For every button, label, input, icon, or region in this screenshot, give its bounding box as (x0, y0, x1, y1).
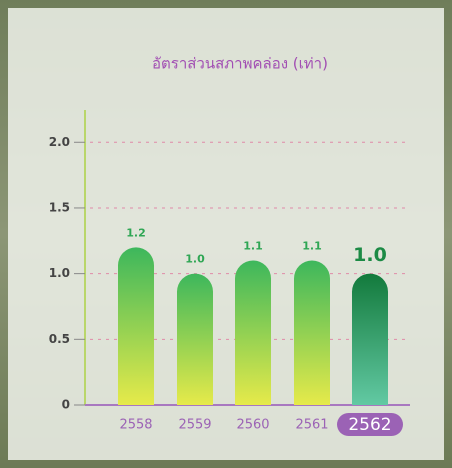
y-tick-label: 2.0 (49, 135, 70, 149)
bar (352, 274, 388, 405)
x-tick-label: 2562 (348, 415, 391, 435)
bar (235, 261, 271, 406)
x-tick-label: 2561 (295, 418, 328, 433)
bar (294, 261, 330, 406)
y-tick-label: 0.5 (49, 332, 70, 346)
y-tick-label: 1.5 (49, 200, 70, 214)
value-label: 1.0 (185, 253, 205, 266)
value-label: 1.0 (353, 244, 387, 266)
x-tick-label: 2560 (236, 418, 269, 433)
value-label: 1.1 (302, 240, 322, 253)
value-label: 1.2 (126, 226, 146, 239)
y-tick-label: 0 (62, 398, 70, 412)
x-tick-label: 2558 (119, 418, 152, 433)
y-tick-label: 1.0 (49, 266, 70, 280)
value-label: 1.1 (243, 240, 263, 253)
x-tick-label: 2559 (178, 418, 211, 433)
bar (118, 247, 154, 405)
bar (177, 274, 213, 405)
chart-title: อัตราส่วนสภาพคล่อง (เท่า) (152, 55, 328, 73)
